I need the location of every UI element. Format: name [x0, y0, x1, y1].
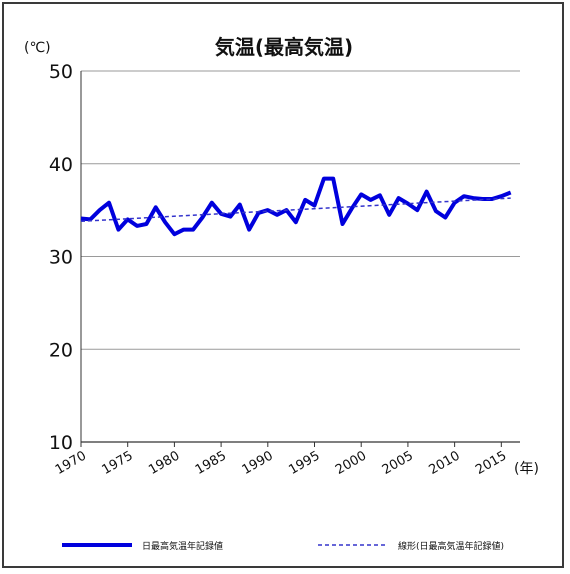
legend-label: 日最高気温年記録値 [142, 540, 223, 552]
legend: 日最高気温年記録値 線形(日最高気温年記録値) [62, 540, 504, 552]
x-tick-label: 1985 [193, 448, 229, 478]
x-tick-label: 2000 [333, 448, 369, 478]
y-tick-label: 20 [49, 339, 73, 361]
y-tick-label: 10 [49, 432, 73, 454]
x-tick-label: 1975 [100, 448, 136, 478]
y-tick-label: 50 [49, 61, 73, 83]
y-tick-label: 40 [49, 154, 73, 176]
y-unit-label: (℃) [24, 40, 51, 56]
legend-label: 線形(日最高気温年記録値) [398, 540, 504, 552]
chart-frame [2, 2, 564, 568]
series-line [80, 176, 512, 237]
y-ticks: 10 20 30 40 50 [49, 61, 73, 454]
x-tick-label: 1990 [240, 448, 276, 478]
x-unit-label: (年) [514, 461, 539, 477]
x-tick-label: 1980 [146, 448, 182, 478]
x-tick-label: 2010 [426, 448, 462, 478]
grid [80, 70, 520, 443]
chart-title: 気温(最高気温) [215, 35, 353, 59]
y-tick-label: 30 [49, 247, 73, 269]
x-ticks: 1970 1975 1980 1985 1990 1995 2000 2005 2010 2015 [53, 442, 509, 478]
series-layer [80, 176, 512, 237]
trend-line [80, 197, 511, 223]
x-tick-label: 1995 [286, 448, 322, 478]
x-tick-label: 2005 [380, 448, 416, 478]
x-tick-label: 2015 [473, 448, 509, 478]
